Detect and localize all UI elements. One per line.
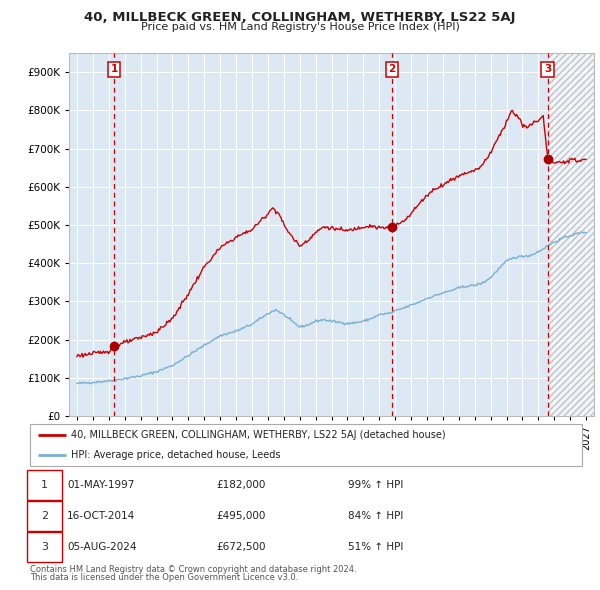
Text: 1: 1: [41, 480, 48, 490]
Text: This data is licensed under the Open Government Licence v3.0.: This data is licensed under the Open Gov…: [30, 573, 298, 582]
Text: 51% ↑ HPI: 51% ↑ HPI: [348, 542, 403, 552]
Text: 99% ↑ HPI: 99% ↑ HPI: [348, 480, 403, 490]
Text: £182,000: £182,000: [216, 480, 265, 490]
Text: 3: 3: [41, 542, 48, 552]
Text: £672,500: £672,500: [216, 542, 265, 552]
Text: £495,000: £495,000: [216, 511, 265, 521]
Text: Price paid vs. HM Land Registry's House Price Index (HPI): Price paid vs. HM Land Registry's House …: [140, 22, 460, 32]
Text: 3: 3: [544, 64, 551, 74]
Text: HPI: Average price, detached house, Leeds: HPI: Average price, detached house, Leed…: [71, 450, 281, 460]
Text: 05-AUG-2024: 05-AUG-2024: [67, 542, 137, 552]
Text: 2: 2: [388, 64, 395, 74]
Text: 40, MILLBECK GREEN, COLLINGHAM, WETHERBY, LS22 5AJ: 40, MILLBECK GREEN, COLLINGHAM, WETHERBY…: [84, 11, 516, 24]
Bar: [548, 53, 594, 416]
Text: 84% ↑ HPI: 84% ↑ HPI: [348, 511, 403, 521]
Text: Contains HM Land Registry data © Crown copyright and database right 2024.: Contains HM Land Registry data © Crown c…: [30, 565, 356, 573]
Text: 40, MILLBECK GREEN, COLLINGHAM, WETHERBY, LS22 5AJ (detached house): 40, MILLBECK GREEN, COLLINGHAM, WETHERBY…: [71, 430, 446, 440]
Text: 01-MAY-1997: 01-MAY-1997: [67, 480, 134, 490]
Text: 2: 2: [41, 511, 48, 521]
Bar: [548, 53, 594, 416]
FancyBboxPatch shape: [30, 424, 582, 466]
Text: 1: 1: [110, 64, 118, 74]
Text: 16-OCT-2014: 16-OCT-2014: [67, 511, 136, 521]
